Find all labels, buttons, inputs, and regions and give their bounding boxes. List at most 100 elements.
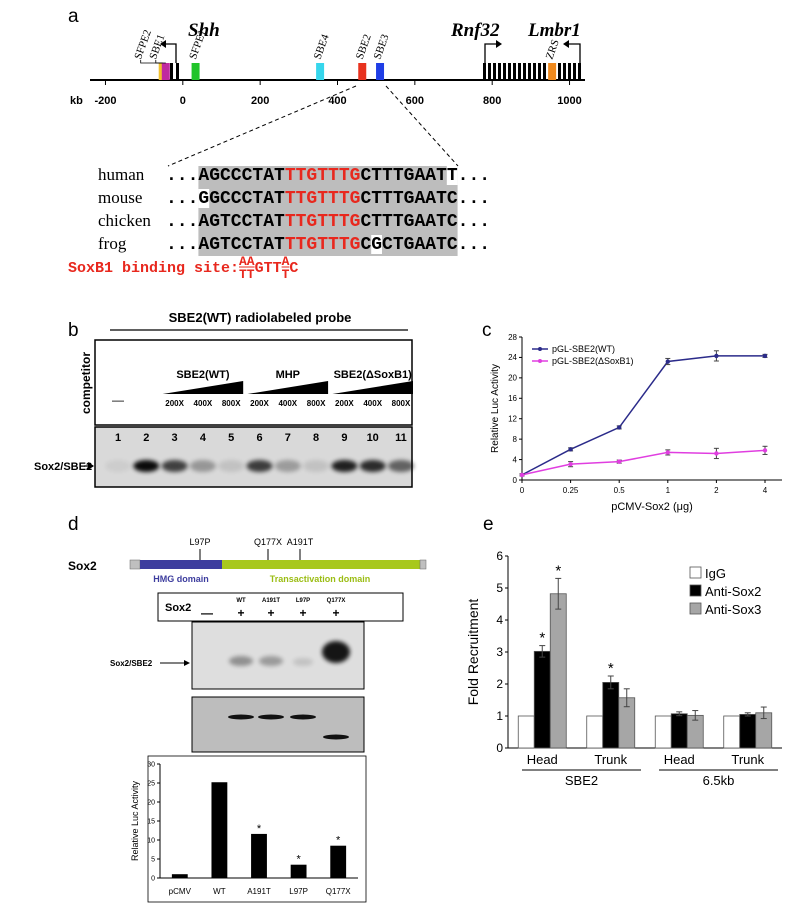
gel-band: [303, 460, 330, 472]
element-leader: [155, 60, 166, 64]
legend-swatch: [689, 566, 702, 579]
y-tick-label: 12: [508, 415, 517, 424]
lane-sign: +: [237, 606, 244, 620]
gene-arrow: [164, 43, 177, 63]
exon: [523, 63, 526, 80]
mismatch-gap: [371, 235, 382, 254]
motif-label: SoxB1 binding site:: [68, 260, 239, 277]
lane-number: 3: [172, 432, 178, 444]
legend-marker: [538, 347, 542, 351]
data-point: [665, 450, 670, 455]
bar: [290, 864, 307, 878]
x-tick-label: Head: [527, 752, 558, 767]
legend-swatch: [689, 584, 702, 597]
lane-header-box: [157, 592, 404, 622]
dose-wedge: [162, 381, 244, 394]
significance-mark: *: [257, 823, 262, 835]
gel-band: [259, 656, 283, 666]
sequence: ...AGTCCTATTTGTTTGCTTTGAATC...: [166, 212, 490, 232]
exon: [573, 63, 576, 80]
significance-mark: *: [296, 854, 301, 866]
zoom-line: [385, 85, 459, 167]
exon: [170, 63, 173, 80]
exon: [568, 63, 571, 80]
mutation-label: L97P: [189, 537, 210, 547]
gel-band: [105, 460, 131, 472]
data-point: [714, 353, 719, 359]
exon: [488, 63, 491, 80]
x-tick-label: 1: [666, 486, 671, 495]
x-tick-label: Q177X: [326, 887, 352, 896]
regulatory-element: [316, 63, 325, 80]
element-label: SBE4: [312, 32, 332, 61]
bar: [549, 593, 567, 749]
lane-number: 11: [395, 432, 407, 444]
gel-band: [229, 656, 253, 666]
dose-label: 400X: [363, 399, 382, 408]
gel-band: [161, 460, 188, 472]
significance-mark: *: [336, 835, 341, 847]
zoom-line: [167, 85, 357, 167]
sequence-part: ...: [458, 189, 490, 209]
regulatory-element: [191, 63, 200, 80]
motif-base: GTT: [255, 260, 282, 277]
exon: [483, 63, 486, 80]
bar: [586, 715, 604, 749]
protein-name: Sox2: [68, 559, 97, 573]
protein-nterm: [129, 559, 141, 570]
bar: [739, 714, 757, 749]
lane-number: 9: [341, 432, 347, 444]
species-name: frog: [98, 234, 127, 253]
y-tick-label: 0: [151, 875, 155, 882]
gel-band: [322, 641, 350, 663]
competitor-name: SBE2(WT): [176, 369, 230, 381]
y-tick-label: 4: [513, 455, 518, 464]
bar: [517, 715, 535, 749]
y-tick-label: 3: [496, 645, 503, 659]
gene-arrow: [567, 43, 581, 63]
arrow-head: [88, 462, 94, 470]
bar: [251, 833, 267, 878]
exon: [513, 63, 516, 80]
lane-sign: +: [332, 606, 339, 620]
sequence-part: ...: [166, 235, 198, 255]
group-label: SBE2: [565, 773, 598, 788]
y-tick-label: 6: [496, 549, 503, 563]
bar: [330, 845, 347, 878]
x-tick-label: Trunk: [731, 752, 764, 767]
lane-number: 5: [228, 432, 234, 444]
conserved-shade: [198, 166, 458, 256]
domain-label: Transactivation domain: [270, 574, 371, 584]
regulatory-element: [548, 63, 557, 80]
hmg-domain: [140, 560, 222, 569]
mismatch-gap: [446, 166, 458, 185]
sequence-part: TTGTTTG: [285, 189, 361, 209]
sequence-part: AGCCCTAT: [198, 166, 285, 186]
bar: [602, 682, 620, 749]
arrow-head: [160, 40, 166, 48]
group-label: 6.5kb: [703, 773, 735, 788]
dose-label: 200X: [250, 399, 269, 408]
gene-name: Rnf32: [450, 20, 500, 41]
element-label: SBE3: [372, 32, 392, 61]
gel-band: [274, 460, 301, 472]
competitor-name: SBE2(ΔSoxB1): [334, 369, 413, 381]
sequence-part: GGCCCTAT: [198, 189, 285, 209]
motif-bottom: TT: [239, 267, 255, 282]
exon: [508, 63, 511, 80]
y-tick-label: 10: [147, 837, 155, 844]
y-tick-label: 30: [147, 761, 155, 768]
y-tick-label: 28: [508, 333, 517, 342]
mutation-label: A191T: [287, 537, 314, 547]
y-tick-label: 25: [147, 780, 155, 787]
x-tick-label: 400: [328, 95, 346, 107]
lane-number: 7: [285, 432, 291, 444]
gel-band: [189, 460, 216, 472]
x-tick-label: 0: [180, 95, 186, 107]
dose-label: 200X: [165, 399, 184, 408]
dose-label: 400X: [278, 399, 297, 408]
lane-sign: —: [201, 606, 213, 620]
gene-name: Shh: [188, 20, 220, 41]
blot-band: [228, 714, 254, 720]
x-tick-label: 800: [483, 95, 501, 107]
